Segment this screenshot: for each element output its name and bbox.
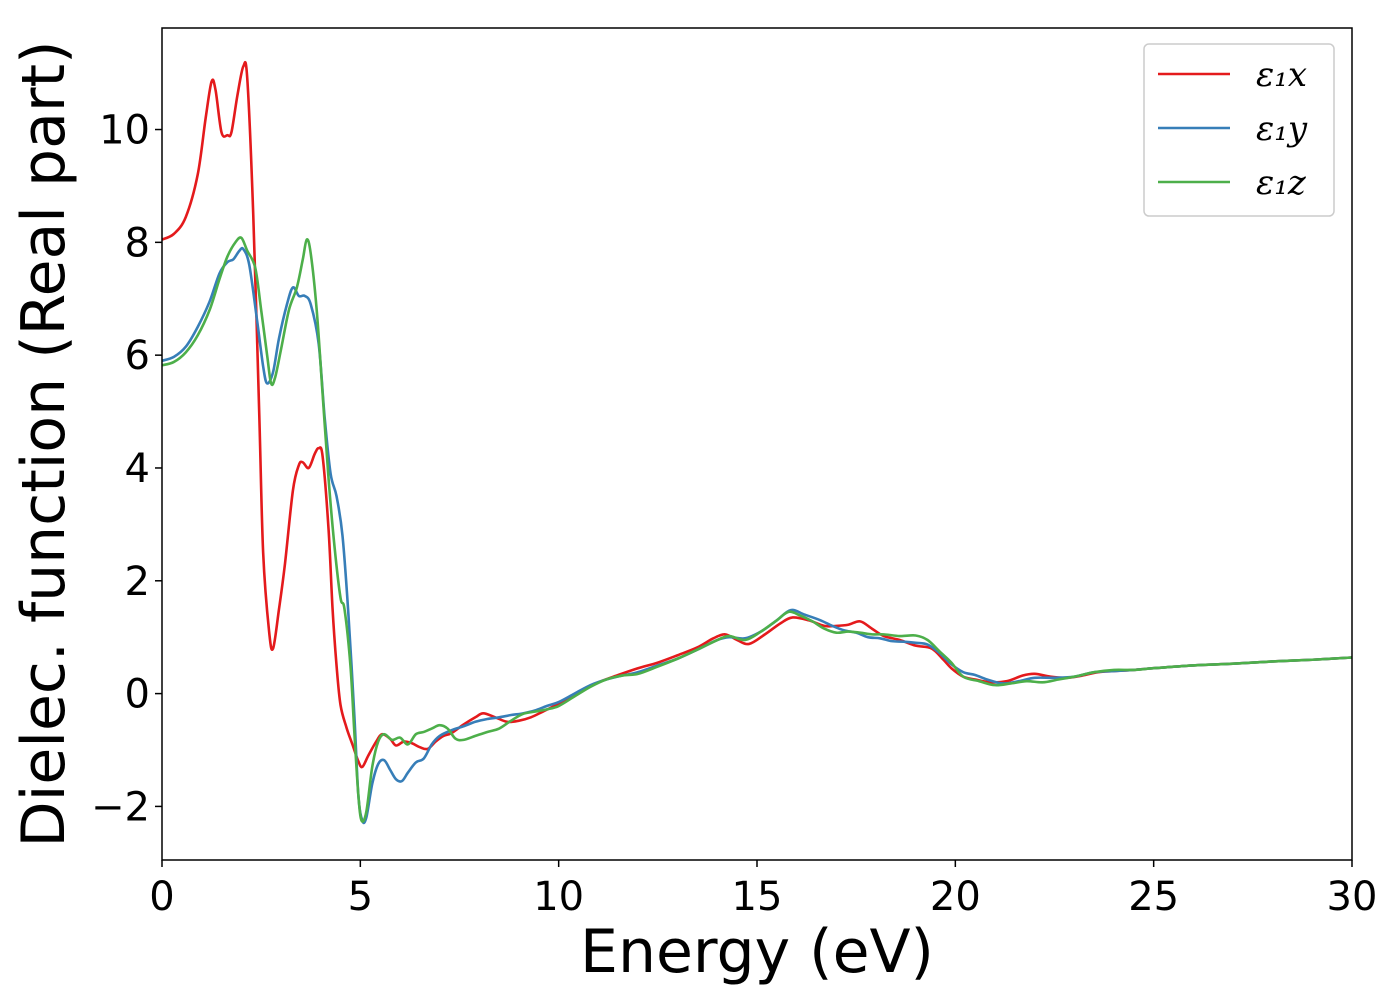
x-tick-label: 30 — [1327, 874, 1378, 920]
x-tick-label: 5 — [348, 874, 373, 920]
x-tick-label: 15 — [732, 874, 783, 920]
series-line-2 — [162, 246, 1352, 825]
legend-box — [1143, 43, 1335, 217]
x-axis-label: Energy (eV) — [580, 917, 934, 987]
x-axis-ticks: 0 5 10 15 20 25 30 — [149, 860, 1377, 920]
y-tick-label: 10 — [99, 108, 150, 154]
y-tick-label: 4 — [125, 446, 150, 492]
x-tick-label: 20 — [930, 874, 981, 920]
y-tick-label: 0 — [125, 672, 150, 718]
y-tick-label: 8 — [125, 220, 150, 266]
y-axis-label: Dielec. function (Real part) — [9, 41, 79, 848]
series-layer — [162, 60, 1352, 825]
y-tick-label: 6 — [125, 333, 150, 379]
legend-label-3: ε₁z — [1256, 163, 1307, 203]
series-line-3 — [162, 236, 1352, 823]
x-tick-label: 0 — [149, 874, 174, 920]
x-tick-label: 25 — [1128, 874, 1179, 920]
legend-label-2: ε₁y — [1256, 109, 1308, 149]
y-axis-ticks: −2 0 2 4 6 8 10 — [91, 108, 162, 830]
x-tick-label: 10 — [533, 874, 584, 920]
y-tick-label: −2 — [91, 784, 150, 830]
legend: ε₁x ε₁y ε₁z — [1143, 43, 1335, 217]
legend-label-1: ε₁x — [1256, 55, 1307, 95]
y-tick-label: 2 — [125, 559, 150, 605]
